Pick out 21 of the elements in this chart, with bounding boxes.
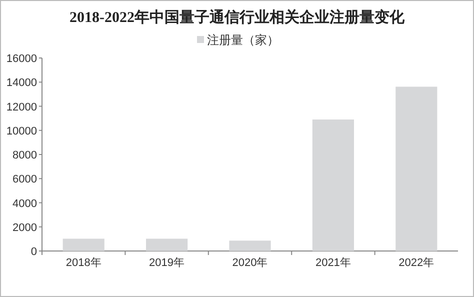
bar (62, 238, 104, 251)
y-tick-label: 2000 (12, 222, 37, 234)
bar (396, 86, 438, 251)
x-tick-label: 2018年 (66, 257, 102, 269)
bar (312, 120, 354, 251)
y-tick-label: 14000 (6, 77, 37, 90)
x-tick-label: 2020年 (232, 257, 268, 269)
bar (146, 238, 188, 251)
x-tick-label: 2022年 (398, 257, 434, 269)
y-tick-label: 0 (30, 246, 37, 258)
y-tick-label: 8000 (12, 150, 37, 162)
chart-title: 2018-2022年中国量子通信行业相关企业注册量变化 (70, 8, 406, 26)
x-tick-label: 2019年 (149, 257, 185, 269)
bar (229, 240, 271, 251)
y-tick-label: 4000 (12, 198, 37, 210)
x-tick-label: 2021年 (315, 257, 351, 269)
y-tick-label: 12000 (6, 101, 37, 114)
y-tick-label: 10000 (6, 125, 37, 138)
y-tick-label: 6000 (12, 174, 37, 186)
y-tick-label: 16000 (6, 53, 37, 65)
legend-label: 注册量（家） (207, 33, 279, 47)
